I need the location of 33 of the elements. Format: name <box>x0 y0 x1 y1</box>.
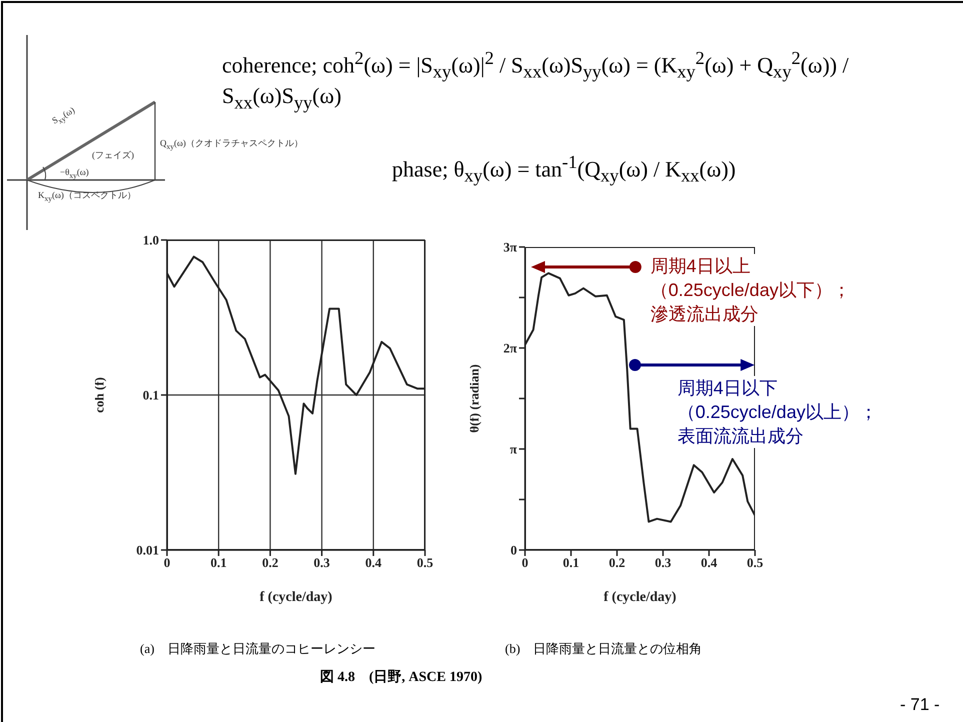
x-axis-title: f (cycle/day) <box>260 590 333 605</box>
x-tick-label: 0 <box>164 555 170 570</box>
annotation: 周期4日以下（0.25cycle/day以上）；表面流流出成分 <box>677 376 882 448</box>
y-tick-label: 0.01 <box>136 542 159 558</box>
text: (a) 日降雨量と日流量のコヒーレンシー <box>140 640 376 658</box>
y-tick-label: 0.1 <box>142 388 159 403</box>
text: K$_{xy}$(ω)（コスペクトル） <box>38 190 136 204</box>
y-tick-label: 1.0 <box>142 232 159 248</box>
x-tick-label: 0.1 <box>210 555 227 570</box>
x-tick-label: 0.3 <box>654 555 672 570</box>
text: −θ$_{xy}$(ω) <box>60 167 89 181</box>
caption: 図 4.8 (日野, ASCE 1970) <box>320 668 482 686</box>
x-tick-label: 0.5 <box>746 555 764 570</box>
x-tick-label: 0.2 <box>608 555 626 570</box>
x-tick-label: 0.3 <box>314 555 330 570</box>
x-tick-label: 0.1 <box>562 555 580 570</box>
x-tick-label: 0 <box>522 555 528 570</box>
y-tick-label: 3π <box>503 240 517 255</box>
x-axis-title: f (cycle/day) <box>604 590 677 605</box>
text: Q$_{xy}$(ω)（クオドラチャスペクトル） <box>160 138 304 152</box>
y-tick-label: 0 <box>510 542 517 558</box>
y-tick-label: π <box>510 442 517 457</box>
text: (フェイズ) <box>92 150 134 161</box>
text: phase; θ$_{xy}$(ω) = tan$^{-1}$(Q$_{xy}$(ω) / K$_{xx}$(ω)) <box>392 152 736 186</box>
text: coherence; coh$^{2}$(ω) = |S$_{xy}$(ω)|$^{2}$ / S$_{xx}$(ω)S$_{yy}$(ω) = (K$_{xy}$$^{2}$(ω) + Q$_{xy}$$^{2}$(ω)) / S$_{xx}$(ω)S$_{yy}$(ω) <box>222 48 849 112</box>
text: - 71 - <box>900 695 940 715</box>
x-tick-label: 0.4 <box>365 555 382 570</box>
annotation: 周期4日以上（0.25cycle/day以下）；滲透流出成分 <box>650 254 856 326</box>
y-tick-label: 2π <box>503 340 517 356</box>
x-tick-label: 0.4 <box>700 555 718 570</box>
x-tick-label: 0.2 <box>262 555 278 570</box>
x-tick-label: 0.5 <box>416 555 434 570</box>
text: (b) 日降雨量と日流量との位相角 <box>505 640 702 658</box>
